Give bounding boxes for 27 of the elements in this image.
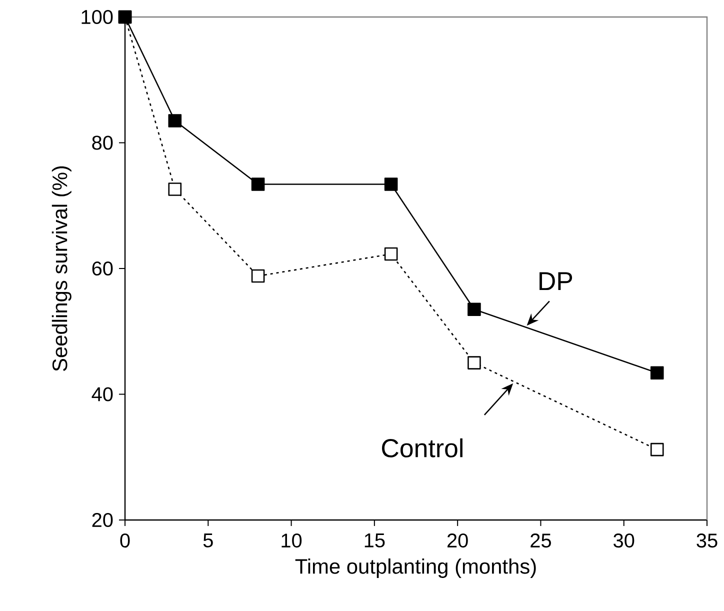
- point: [251, 178, 265, 191]
- y-tick-label: 40: [92, 387, 113, 402]
- point: [650, 442, 664, 456]
- point: [468, 356, 481, 370]
- point: [168, 182, 182, 196]
- point: [650, 366, 664, 380]
- series-label: DP: [540, 272, 572, 290]
- x-axis-title: Time outplanting (months): [295, 558, 536, 578]
- y-tick-label: 100: [82, 10, 113, 24]
- text: Control: [382, 438, 462, 458]
- y-tick-label: 20: [92, 512, 113, 528]
- point: [384, 247, 398, 261]
- point: [468, 302, 481, 316]
- x-tick-label: 15: [364, 534, 385, 548]
- x-tick-label: 0: [120, 534, 130, 548]
- point: [251, 269, 265, 283]
- x-tick-label: 35: [696, 534, 718, 548]
- point: [168, 114, 182, 128]
- y-tick-label: 80: [92, 136, 113, 150]
- y-tick-label: 60: [92, 261, 113, 276]
- x-tick-label: 25: [530, 534, 551, 548]
- point: [384, 178, 398, 191]
- x-tick-label: 20: [447, 534, 468, 548]
- x-tick-label: 5: [203, 534, 213, 548]
- x-tick-label: 30: [614, 534, 634, 548]
- y-axis-title: Seedlings survival (%): [52, 166, 72, 372]
- x-tick-label: 10: [282, 534, 302, 548]
